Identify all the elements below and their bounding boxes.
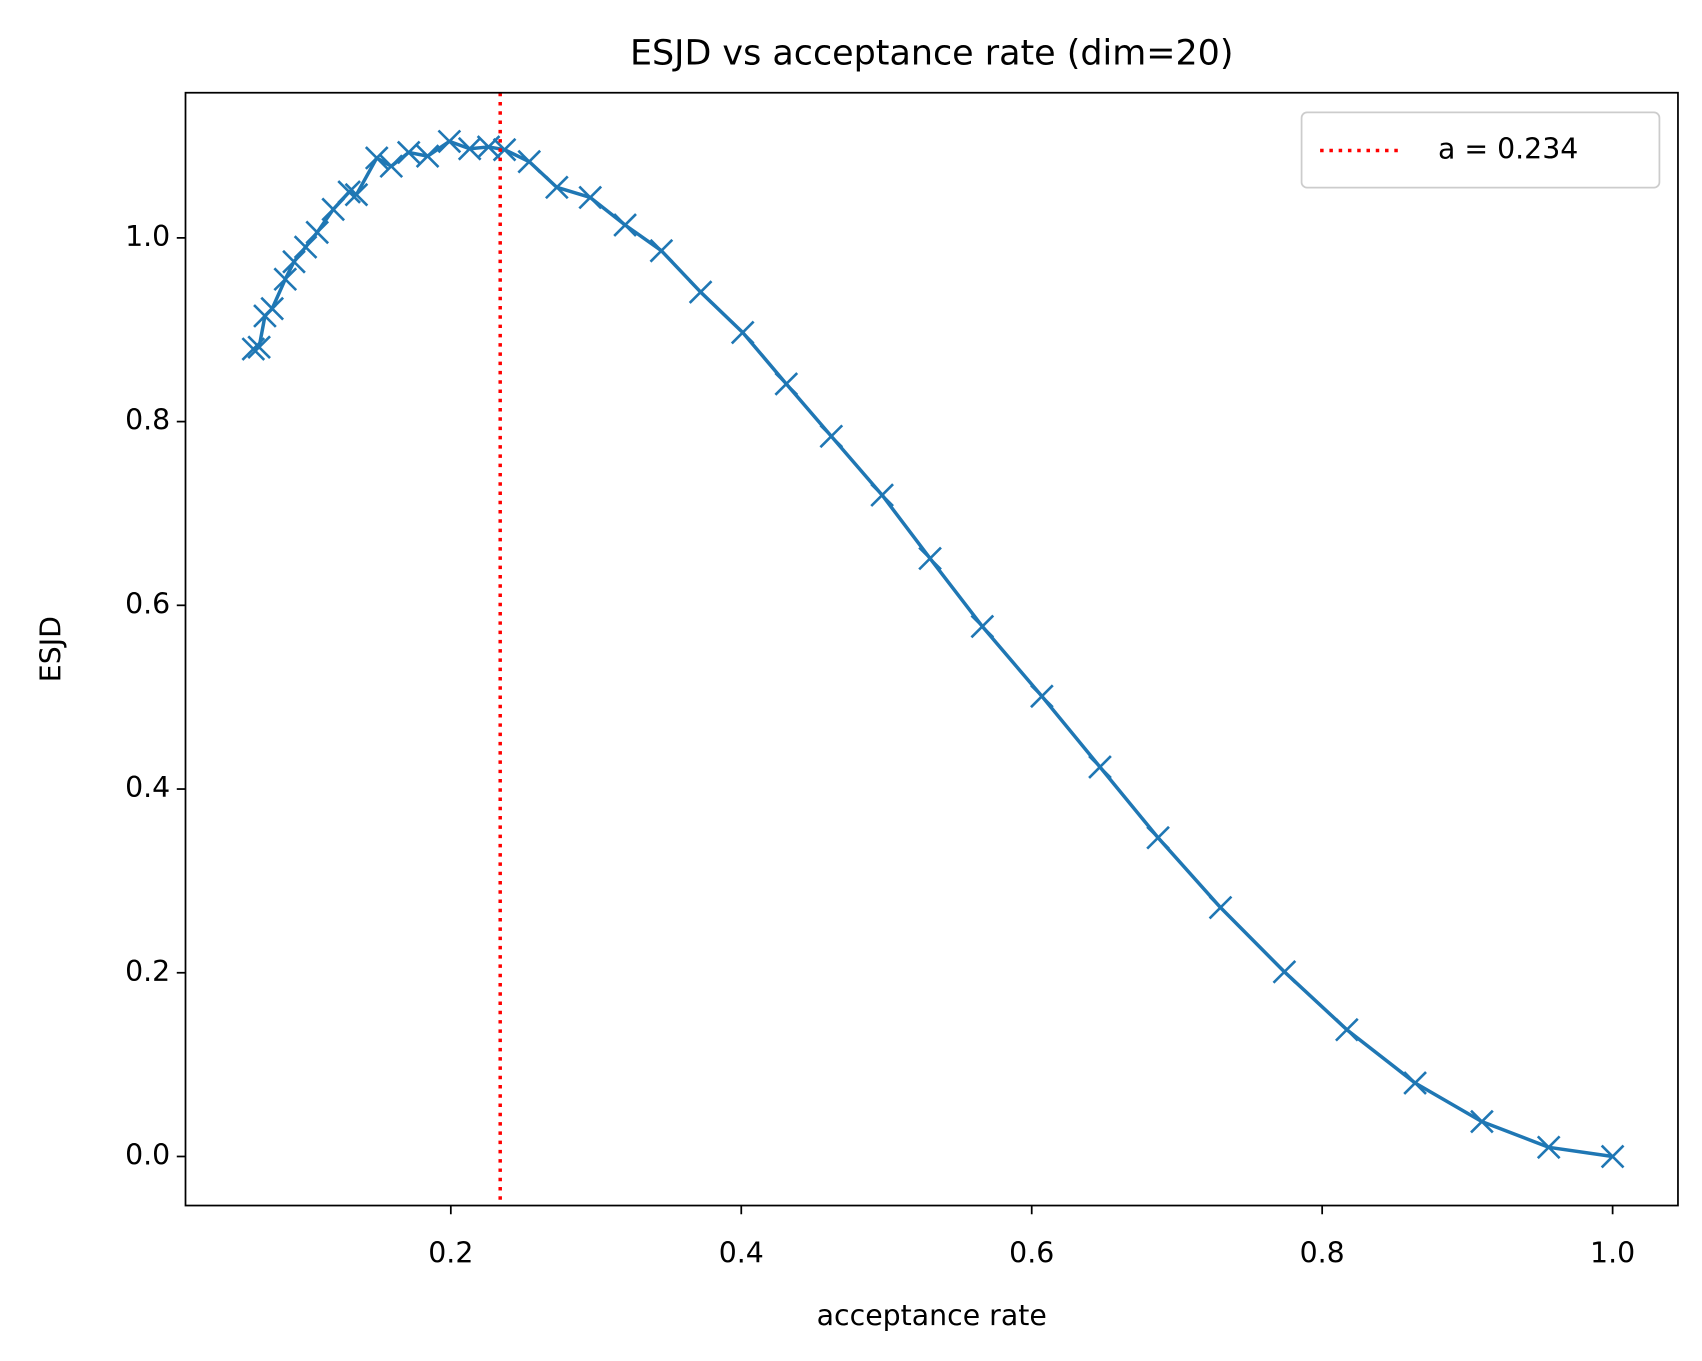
marker [247,335,271,360]
marker [492,137,517,162]
marker [241,337,266,361]
marker [273,267,298,292]
marker [774,372,799,396]
marker [918,546,942,571]
legend-label: a = 0.234 [1438,133,1578,166]
marker [344,182,369,207]
y-tick-label: 0.8 [125,404,170,437]
marker [396,140,421,165]
chart-title: ESJD vs acceptance rate (dim=20) [630,34,1234,74]
y-tick-label: 0.2 [125,955,170,988]
marker [1208,895,1233,920]
marker [870,483,894,507]
marker [578,185,603,210]
x-tick-label: 0.6 [1009,1237,1054,1270]
marker [1146,825,1170,850]
marker [1600,1144,1625,1169]
marker [1536,1135,1561,1160]
marker [415,144,440,168]
marker [337,180,362,204]
marker [1470,1109,1494,1134]
marker [1403,1071,1427,1095]
marker [730,320,755,345]
marker [545,175,569,200]
marker [379,154,404,179]
marker [1335,1017,1359,1042]
x-tick-label: 0.4 [719,1237,764,1270]
y-tick-label: 0.0 [125,1138,170,1171]
y-tick-label: 0.4 [125,771,170,804]
y-tick-label: 0.6 [125,587,170,620]
marker [1088,755,1112,779]
x-tick-label: 0.8 [1300,1237,1345,1270]
marker [457,136,482,161]
marker [970,614,995,639]
x-tick-label: 0.2 [428,1237,473,1270]
x-tick-label: 1.0 [1590,1237,1635,1270]
marker [437,129,462,154]
marker [260,296,285,321]
marker [293,235,318,259]
marker [364,146,389,170]
legend-box [1300,111,1661,189]
marker [688,280,713,304]
axes-frame [184,91,1679,1207]
marker [819,424,844,449]
marker [1030,684,1054,709]
y-axis-label: ESJD [34,616,67,682]
x-axis-label: acceptance rate [817,1299,1047,1332]
marker [305,220,330,245]
marker [1272,960,1297,984]
y-tick-label: 1.0 [125,220,170,253]
marker [517,149,542,174]
marker [613,213,637,237]
marker [282,249,306,274]
marker [649,238,674,263]
